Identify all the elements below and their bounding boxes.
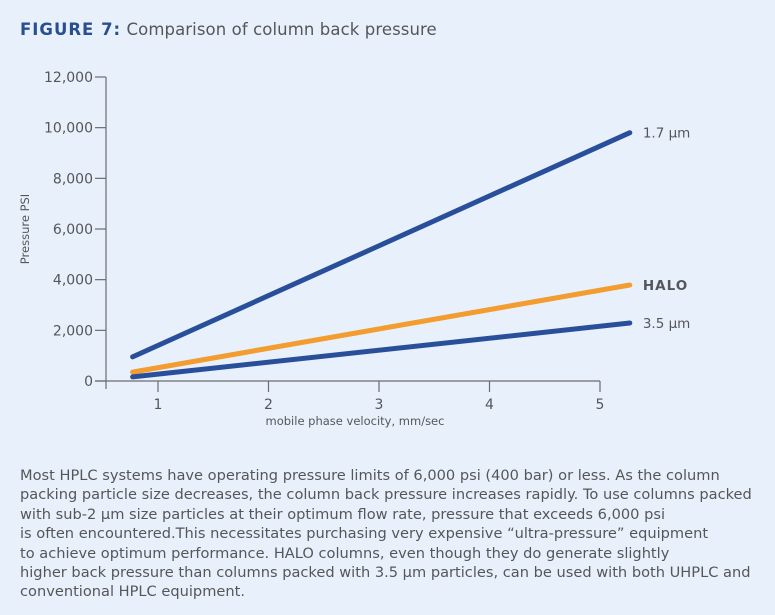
description-paragraph: Most HPLC systems have operating pressur… [20, 466, 770, 602]
x-tick-label: 5 [596, 397, 605, 413]
paragraph-line: higher back pressure than columns packed… [20, 564, 751, 582]
y-tick-label: 4,000 [53, 273, 93, 289]
series-label: 1.7 µm [643, 126, 691, 142]
x-axis-title: mobile phase velocity, mm/sec [266, 414, 445, 428]
y-tick-label: 6,000 [53, 222, 93, 238]
y-tick-label: 12,000 [44, 70, 93, 86]
y-tick-label: 10,000 [44, 121, 93, 137]
x-tick-label: 2 [264, 397, 273, 413]
x-axis: 1 2 3 4 5 [95, 380, 605, 413]
y-tick-label: 8,000 [53, 171, 93, 187]
paragraph-line: with sub-2 µm size particles at their op… [20, 505, 665, 523]
figure-title: FIGURE 7: Comparison of column back pres… [20, 20, 437, 39]
paragraph-line: conventional HPLC equipment. [20, 583, 246, 601]
series-line-halo [130, 282, 633, 375]
x-tick-label: 3 [375, 397, 384, 413]
x-tick-label: 1 [154, 397, 163, 413]
series-label: HALO [643, 278, 688, 294]
paragraph-line: to achieve optimum performance. HALO col… [20, 544, 670, 562]
x-tick-label: 4 [485, 397, 494, 413]
paragraph-line: Most HPLC systems have operating pressur… [20, 467, 720, 484]
paragraph-line: is often encountered.This necessitates p… [20, 525, 709, 543]
figure-label: FIGURE 7: [20, 20, 122, 39]
y-axis: 0 2,000 4,000 6,000 8,000 10,000 12,000 [44, 70, 107, 390]
series-group: 1.7 µm HALO 3.5 µm [130, 126, 691, 380]
y-tick-label: 2,000 [53, 323, 93, 339]
figure-caption: Comparison of column back pressure [126, 20, 437, 39]
series-line-3-5-m [130, 320, 633, 380]
series-line-1-7-m [130, 130, 633, 360]
paragraph-line: packing particle size decreases, the col… [20, 486, 752, 504]
y-tick-label: 0 [84, 374, 93, 390]
series-label: 3.5 µm [643, 316, 691, 332]
y-axis-title: Pressure PSI [18, 194, 32, 264]
